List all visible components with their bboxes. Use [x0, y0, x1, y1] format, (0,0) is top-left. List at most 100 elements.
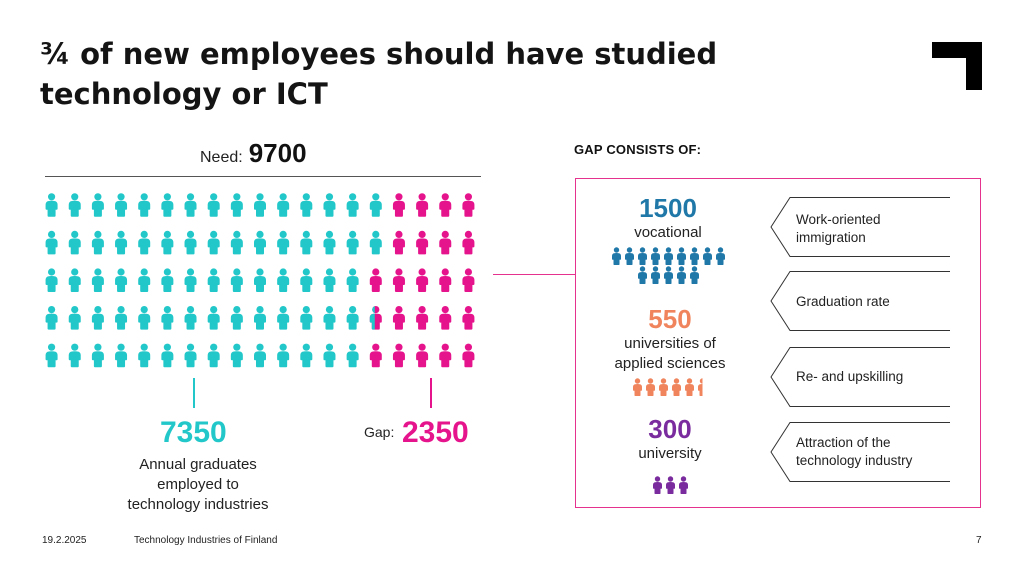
person-icon — [207, 268, 220, 292]
person-icon — [91, 343, 104, 368]
person-icon — [392, 343, 405, 368]
footer-date: 19.2.2025 — [42, 535, 87, 546]
person-icon — [254, 306, 266, 330]
small-person-icon — [637, 247, 647, 265]
person-icon — [416, 230, 429, 255]
category-people-icons — [608, 247, 728, 284]
measure-line: technology industry — [796, 453, 913, 468]
measure-graduation-rate: Graduation rate — [796, 294, 890, 309]
person-icon — [416, 268, 429, 292]
person-icon — [346, 306, 359, 330]
person-icon — [277, 306, 290, 330]
person-icon — [207, 343, 220, 368]
person-icon — [161, 268, 174, 292]
person-icon — [277, 268, 290, 292]
person-icon — [68, 230, 81, 255]
person-icon — [369, 268, 382, 292]
need-value: 9700 — [248, 138, 307, 168]
person-icon — [462, 343, 475, 368]
person-icon — [91, 230, 104, 255]
person-icon — [138, 306, 151, 330]
person-icon — [91, 306, 104, 330]
gap-breakdown-box — [575, 178, 981, 508]
person-icon — [369, 343, 382, 368]
person-icon — [230, 230, 243, 255]
person-icon — [230, 306, 243, 330]
person-icon — [230, 343, 243, 368]
small-person-icon — [672, 378, 681, 396]
person-icon — [462, 193, 475, 217]
category-value: 1500 — [639, 193, 697, 223]
person-icon — [45, 230, 58, 255]
person-icon — [392, 306, 405, 330]
small-person-icon — [663, 266, 673, 284]
person-icon — [254, 268, 266, 292]
small-person-icon — [633, 378, 642, 396]
graduates-tick — [193, 378, 195, 408]
graduates-desc-line: Annual graduates — [139, 456, 257, 473]
person-icon — [207, 230, 220, 255]
person-icon — [45, 343, 58, 368]
category-applied-sciences: 550 universities of applied sciences — [580, 304, 760, 396]
small-person-icon — [676, 266, 686, 284]
person-icon — [277, 193, 290, 217]
graduates-desc-line: technology industries — [127, 496, 269, 513]
measure-chevron — [770, 422, 950, 482]
small-person-icon — [624, 247, 634, 265]
person-icon — [300, 193, 313, 217]
need-row: Need: 9700 — [200, 138, 307, 172]
person-icon — [254, 230, 266, 255]
person-icon — [207, 193, 220, 217]
category-value: 550 — [648, 304, 692, 334]
person-icon — [346, 343, 359, 368]
person-icon — [115, 306, 128, 330]
person-icon — [416, 343, 429, 368]
person-icon — [346, 193, 359, 217]
person-icon — [416, 193, 429, 217]
graduates-desc-line: employed to — [157, 476, 239, 493]
person-icon — [254, 193, 266, 217]
person-icon — [392, 193, 405, 217]
person-icon — [45, 193, 58, 217]
person-icon — [323, 306, 336, 330]
small-person-icon — [715, 247, 725, 265]
measure-chevron — [770, 347, 950, 407]
small-person-icon — [663, 247, 673, 265]
need-divider — [45, 176, 481, 177]
person-icon — [138, 268, 151, 292]
person-icon — [91, 193, 104, 217]
person-icon — [115, 193, 128, 217]
person-icon — [115, 230, 128, 255]
small-person-icon — [665, 476, 675, 494]
person-icon — [369, 193, 382, 217]
person-icon — [346, 230, 359, 255]
small-person-icon — [698, 378, 703, 396]
person-icon — [392, 230, 405, 255]
person-icon — [45, 268, 58, 292]
measure-work-immigration: Work-oriented immigration — [796, 211, 946, 247]
person-icon — [439, 343, 452, 368]
person-icon — [184, 306, 197, 330]
person-icon — [323, 230, 336, 255]
person-icon — [68, 343, 81, 368]
small-person-icon — [689, 266, 699, 284]
need-label: Need: — [200, 149, 243, 166]
person-icon — [184, 343, 197, 368]
person-icon — [392, 268, 405, 292]
small-person-icon — [611, 247, 621, 265]
person-icon — [138, 193, 151, 217]
person-icon — [323, 193, 336, 217]
small-person-icon — [678, 476, 688, 494]
measure-line: Work-oriented — [796, 212, 881, 227]
category-vocational: 1500 vocational — [578, 193, 758, 284]
person-icon — [323, 343, 336, 368]
person-icon — [115, 343, 128, 368]
category-label: universities of — [624, 335, 716, 352]
person-icon — [161, 193, 174, 217]
footer-page-number: 7 — [976, 535, 982, 546]
small-person-icon — [646, 378, 655, 396]
person-icon — [439, 230, 452, 255]
person-icon — [416, 306, 429, 330]
person-icon — [439, 193, 452, 217]
gap-label: Gap: — [364, 424, 395, 440]
